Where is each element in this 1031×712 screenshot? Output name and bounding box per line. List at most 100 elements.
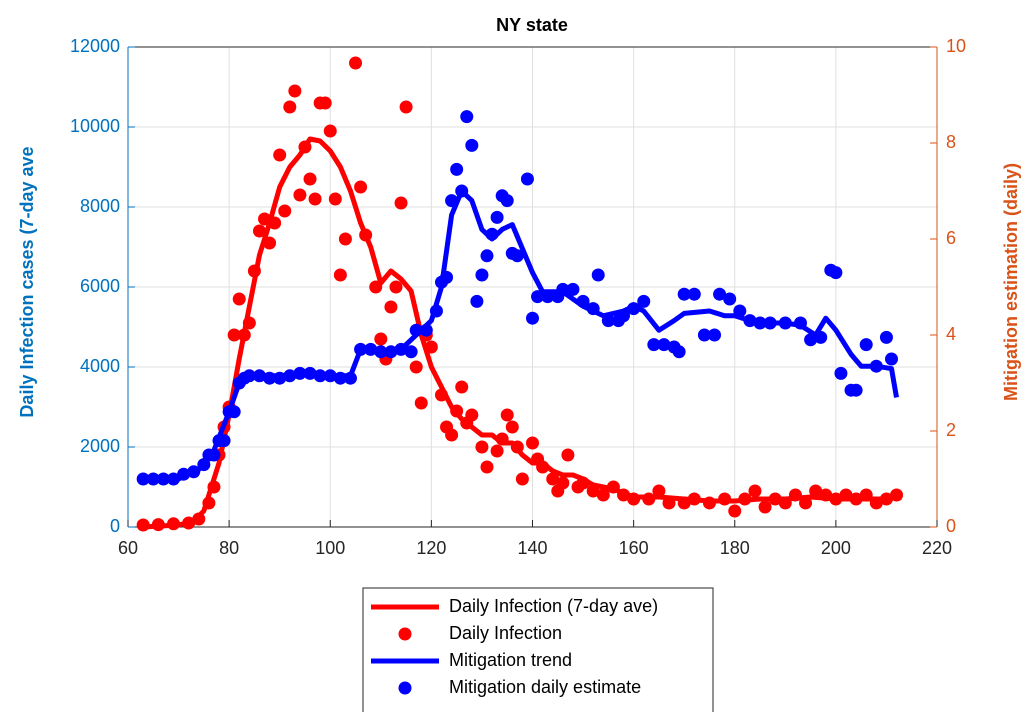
data-point <box>708 328 722 342</box>
legend-label: Mitigation trend <box>449 650 572 670</box>
data-point <box>278 204 292 218</box>
data-point <box>263 371 277 385</box>
data-point <box>723 292 737 306</box>
y2-tick-label: 0 <box>946 516 956 536</box>
data-point <box>283 100 297 114</box>
data-point <box>733 304 747 318</box>
y-tick-label: 12000 <box>70 36 120 56</box>
data-point <box>167 472 181 486</box>
data-point <box>197 458 211 472</box>
data-point <box>495 432 509 446</box>
data-point <box>202 496 216 510</box>
data-point <box>475 268 489 282</box>
data-point <box>586 302 600 316</box>
data-point <box>328 192 342 206</box>
data-point <box>445 194 459 208</box>
data-point <box>424 340 438 354</box>
x-tick-label: 80 <box>219 538 239 558</box>
chart-title: NY state <box>496 15 568 35</box>
data-point <box>485 227 499 241</box>
data-point <box>763 316 777 330</box>
data-point <box>273 148 287 162</box>
data-point <box>167 517 181 531</box>
data-point <box>884 352 898 366</box>
data-point <box>526 436 539 450</box>
data-point <box>576 294 590 308</box>
data-point <box>480 460 494 474</box>
data-point <box>531 290 545 304</box>
data-point <box>859 338 873 352</box>
data-point <box>869 496 883 510</box>
data-point <box>136 518 150 532</box>
data-point <box>389 280 403 294</box>
data-point <box>738 492 752 506</box>
data-point <box>839 488 853 502</box>
data-point <box>232 292 246 306</box>
data-point <box>662 496 676 510</box>
y-tick-label: 0 <box>110 516 120 536</box>
data-point <box>333 371 347 385</box>
data-point <box>394 342 408 356</box>
data-point <box>541 290 555 304</box>
data-point <box>187 465 201 479</box>
data-point <box>394 196 408 210</box>
data-point <box>753 316 767 330</box>
data-point <box>713 287 727 301</box>
data-point <box>192 512 206 526</box>
data-point <box>263 236 277 250</box>
data-point <box>283 369 297 383</box>
data-point <box>318 96 332 110</box>
y2-tick-label: 10 <box>946 36 966 56</box>
data-point <box>657 338 671 352</box>
data-point <box>515 472 529 486</box>
data-point <box>890 488 904 502</box>
y-tick-label: 2000 <box>80 436 120 456</box>
data-point <box>804 333 818 347</box>
data-point <box>455 380 469 394</box>
data-point <box>520 172 534 186</box>
data-point <box>414 396 428 410</box>
legend-marker <box>398 627 412 641</box>
data-point <box>617 488 631 502</box>
legend-marker <box>398 681 412 695</box>
data-point <box>768 492 782 506</box>
data-point <box>308 192 322 206</box>
y2-axis-label: Mitigation estimation (daily) <box>1001 163 1021 401</box>
data-point <box>450 404 464 418</box>
data-point <box>814 330 828 344</box>
data-point <box>490 210 504 224</box>
data-point <box>510 249 524 263</box>
data-point <box>834 366 848 380</box>
data-point <box>268 216 282 230</box>
data-point <box>258 212 272 226</box>
data-point <box>404 345 418 359</box>
data-point <box>333 268 347 282</box>
y2-tick-label: 6 <box>946 228 956 248</box>
data-point <box>354 180 368 194</box>
data-point <box>293 366 307 380</box>
data-point <box>849 383 863 397</box>
y-tick-label: 6000 <box>80 276 120 296</box>
y-axis-label: Daily Infection cases (7-day ave <box>17 146 37 417</box>
data-point <box>748 484 762 498</box>
data-point <box>596 488 610 502</box>
data-point <box>869 359 883 373</box>
data-point <box>364 342 378 356</box>
data-point <box>637 294 651 308</box>
data-point <box>242 316 256 330</box>
data-point <box>617 309 631 323</box>
data-point <box>819 488 833 502</box>
data-point <box>788 488 802 502</box>
data-point <box>227 328 241 342</box>
data-point <box>687 287 701 301</box>
y-tick-label: 8000 <box>80 196 120 216</box>
data-point <box>313 369 327 383</box>
x-tick-label: 200 <box>821 538 851 558</box>
data-point <box>576 476 590 490</box>
data-point <box>793 316 807 330</box>
data-point <box>242 369 256 383</box>
data-point <box>434 388 448 402</box>
data-point <box>500 408 514 422</box>
data-point <box>546 472 560 486</box>
data-point <box>207 448 221 462</box>
